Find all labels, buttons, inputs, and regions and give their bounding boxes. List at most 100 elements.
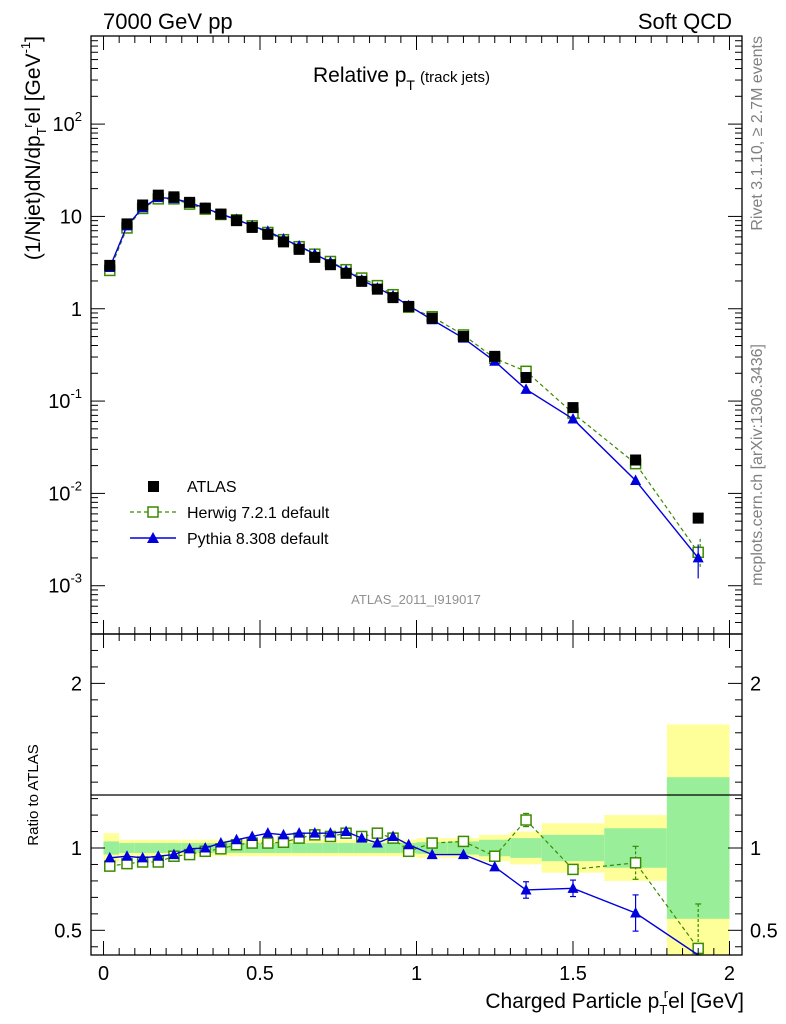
ratio-pythia-point [199, 842, 211, 853]
ratio-pythia-series [104, 825, 699, 956]
ratio-herwig-point [426, 837, 438, 849]
ratio-y-tick-label-left: 2 [71, 673, 82, 695]
ratio-pythia-point [567, 882, 579, 893]
ratio-herwig-point [488, 850, 501, 862]
ratio-pythia-point [457, 848, 469, 860]
ratio-panel: 0.5 0.5 1 1 2 2 0 0.5 1 1.5 2 Ratio to ATLAS Charg… [25, 633, 778, 1017]
ratio-pythia-point [121, 850, 133, 861]
pythia-line [109, 196, 699, 559]
ratio-y-tick-label-left: 0.5 [54, 920, 82, 942]
main-panel: 10-3 10-2 10-1 1 10 102 Relative pT (track jet… [18, 35, 743, 635]
ratio-axis-ticks [91, 634, 742, 955]
main-y-tick-label: 10-2 [48, 478, 82, 505]
ratio-herwig-point [371, 827, 384, 839]
ratio-stat-band [666, 777, 730, 919]
ratio-pythia-point [262, 827, 274, 838]
atlas-point [137, 199, 149, 211]
ratio-stat-band [479, 839, 511, 857]
ratio-pythia-point [309, 827, 321, 838]
atlas-point [262, 228, 274, 240]
main-axis-ticks [91, 35, 742, 635]
ratio-pythia-point [387, 830, 399, 841]
atlas-point [692, 512, 704, 524]
main-y-axis-label: (1/Njet)dN/dpTrel [GeV-1] [18, 36, 49, 260]
ratio-pythia-point [489, 860, 501, 872]
ratio-pythia-point [168, 848, 180, 860]
pythia-point [630, 474, 642, 485]
ratio-stat-band [134, 843, 151, 853]
ratio-herwig-point [520, 814, 532, 826]
atlas-point [340, 267, 352, 279]
ratio-pythia-point [371, 837, 383, 848]
atlas-point [277, 236, 289, 248]
rivet-version-label: Rivet 3.1.10, ≥ 2.7M events [749, 36, 766, 231]
ratio-stat-band [338, 843, 354, 853]
legend: ATLAS Herwig 7.2.1 default Pythia 8.308 … [130, 479, 330, 548]
x-tick-label: 1.5 [559, 963, 587, 985]
pythia-point [520, 383, 532, 394]
atlas-point [489, 350, 501, 362]
ratio-pythia-point [277, 828, 289, 840]
atlas-point [104, 259, 116, 271]
ratio-stat-band [166, 843, 182, 853]
ratio-pythia-point [137, 851, 149, 863]
ratio-pythia-point [324, 827, 336, 838]
atlas-point [387, 292, 399, 304]
atlas-point [356, 275, 368, 287]
atlas-point [199, 202, 211, 214]
ratio-herwig-point [457, 835, 470, 848]
ratio-stat-band [353, 843, 370, 853]
ratio-pythia-point [403, 838, 415, 850]
legend-atlas-marker [148, 481, 159, 492]
ratio-stat-band [322, 843, 339, 853]
atlas-point [231, 215, 243, 227]
plot-title: Relative pT (track jets) [313, 64, 490, 93]
process-label: Soft QCD [638, 9, 732, 34]
pythia-point [567, 412, 579, 424]
main-y-tick-labels: 10-3 10-2 10-1 1 10 102 [48, 109, 82, 598]
legend-herwig-label: Herwig 7.2.1 default [187, 505, 330, 522]
main-y-tick-label: 10-3 [48, 571, 82, 598]
ratio-pythia-point [356, 832, 368, 843]
atlas-point [520, 372, 532, 384]
ratio-stat-band [103, 841, 120, 855]
atlas-point [293, 243, 305, 255]
ratio-tick-labels: 0.5 0.5 1 1 2 2 0 0.5 1 1.5 2 [54, 673, 778, 985]
ratio-pythia-point [215, 837, 227, 848]
ratio-pythia-point [630, 907, 642, 918]
ratio-stat-band [306, 843, 323, 853]
ratio-pythia-point [246, 830, 258, 841]
main-y-tick-label: 10-1 [48, 386, 82, 413]
ratio-pythia-point [104, 851, 116, 863]
ratio-y-tick-label-right: 2 [750, 673, 761, 695]
pythia-point [692, 551, 704, 563]
ratio-pythia-point [340, 825, 352, 837]
atlas-point [152, 189, 164, 201]
legend-pythia-marker [147, 532, 159, 543]
ratio-stat-band [541, 834, 605, 862]
ratio-stat-band [385, 843, 401, 853]
legend-herwig-marker [147, 506, 159, 518]
atlas-point [309, 251, 321, 263]
main-y-tick-label: 102 [53, 109, 82, 136]
ratio-pythia-point [293, 827, 305, 838]
ratio-y-tick-label-right: 1 [750, 838, 761, 860]
x-tick-label: 0.5 [246, 963, 274, 985]
ratio-herwig-point [567, 863, 579, 876]
atlas-point [246, 221, 258, 233]
ratio-y-axis-label: Ratio to ATLAS [25, 744, 42, 845]
mcplots-reference-label: mcplots.cern.ch [arXiv:1306.3436] [749, 344, 766, 586]
legend-pythia-label: Pythia 8.308 default [187, 531, 329, 548]
atlas-point [457, 331, 469, 343]
main-y-tick-label: 1 [71, 299, 82, 321]
atlas-data-series [104, 189, 704, 524]
ratio-stat-band [510, 838, 542, 858]
ratio-herwig-point [262, 837, 274, 849]
analysis-watermark: ATLAS_2011_I919017 [351, 592, 481, 607]
ratio-y-tick-label-right: 0.5 [750, 920, 778, 942]
atlas-point [403, 300, 415, 312]
atlas-point [324, 259, 336, 271]
x-tick-label: 2 [724, 963, 735, 985]
atlas-point [426, 312, 438, 324]
ratio-y-tick-label-left: 1 [71, 838, 82, 860]
